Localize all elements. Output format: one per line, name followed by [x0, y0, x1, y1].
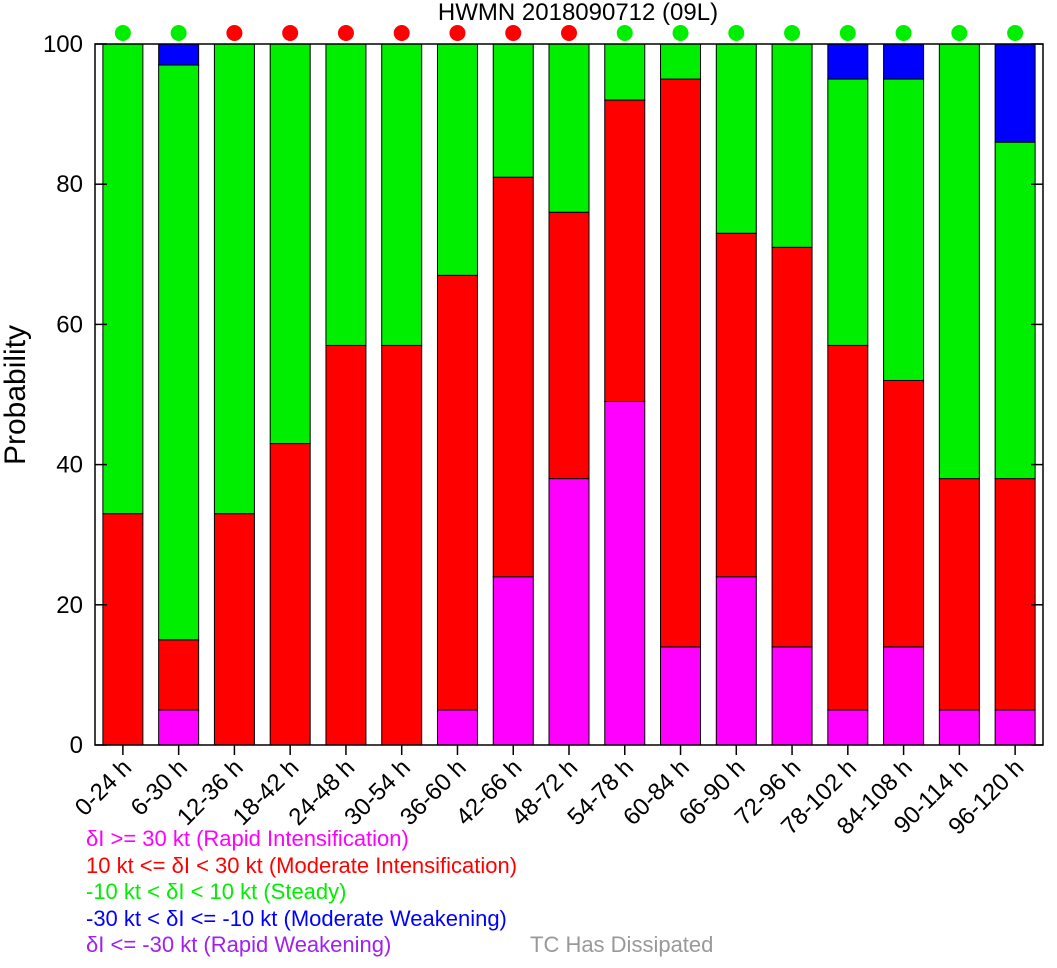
status-dot-6: [393, 25, 410, 41]
bar-segment-12-series-2: [715, 232, 757, 578]
bar-segment-17-series-1: [994, 709, 1036, 746]
bar-segment-17-series-2: [994, 478, 1036, 711]
legend: δI >= 30 kt (Rapid Intensification) 10 kt…: [86, 826, 517, 959]
bar-segment-11-series-2: [660, 78, 702, 648]
status-dot-16: [951, 25, 968, 41]
bar-segment-5-series-2: [325, 344, 367, 746]
y-tick-label-80: 80: [56, 171, 83, 198]
bar-segment-3-series-3: [213, 43, 255, 515]
bar-segment-6-series-3: [381, 43, 423, 346]
bar-segment-15-series-2: [883, 379, 925, 648]
chart-title: HWMN 2018090712 (09L): [438, 0, 718, 26]
x-tick-label-1: 0-24 h: [70, 754, 137, 821]
bar-segment-2-series-2: [158, 639, 200, 711]
bars-group: [102, 43, 1036, 746]
y-tick-label-40: 40: [56, 452, 83, 479]
y-tick-label-60: 60: [56, 311, 83, 338]
bar-segment-14-series-4: [827, 43, 869, 80]
bar-segment-1-series-3: [102, 43, 144, 515]
bar-segment-2-series-4: [158, 43, 200, 66]
bar-segment-16-series-1: [938, 709, 980, 746]
bar-segment-4-series-3: [269, 43, 311, 445]
bar-segment-13-series-3: [771, 43, 813, 248]
bar-segment-14-series-2: [827, 344, 869, 711]
bar-segment-10-series-2: [604, 99, 646, 403]
status-dot-4: [282, 25, 299, 41]
status-dot-1: [114, 25, 131, 41]
bar-segment-16-series-3: [938, 43, 980, 480]
bar-segment-14-series-3: [827, 78, 869, 346]
legend-item-2: 10 kt <= δI < 30 kt (Moderate Intensific…: [86, 852, 518, 878]
bar-segment-5-series-3: [325, 43, 367, 346]
bar-segment-15-series-4: [883, 43, 925, 80]
y-axis-label: Probability: [0, 325, 32, 465]
bar-segment-11-series-3: [660, 43, 702, 80]
bar-segment-7-series-3: [436, 43, 478, 276]
bar-segment-2-series-1: [158, 709, 200, 746]
legend-dissipated: TC Has Dissipated: [530, 932, 714, 957]
bar-segment-1-series-2: [102, 513, 144, 746]
status-dot-8: [505, 25, 522, 41]
bar-segment-17-series-4: [994, 43, 1036, 143]
status-dot-7: [449, 25, 466, 41]
bar-segment-12-series-3: [715, 43, 757, 234]
bar-segment-12-series-1: [715, 576, 757, 746]
status-dot-11: [672, 25, 689, 41]
y-tick-label-0: 0: [70, 732, 83, 759]
status-dot-17: [1007, 25, 1024, 41]
status-dots-group: [114, 25, 1024, 41]
bar-segment-13-series-2: [771, 246, 813, 648]
bar-segment-8-series-3: [492, 43, 534, 178]
y-tick-label-100: 100: [43, 31, 83, 58]
bar-segment-14-series-1: [827, 709, 869, 746]
status-dot-9: [561, 25, 577, 41]
bar-segment-9-series-1: [548, 478, 590, 746]
status-dot-10: [616, 25, 633, 41]
legend-item-5: δI <= -30 kt (Rapid Weakening): [86, 932, 392, 957]
bar-segment-6-series-2: [381, 344, 423, 746]
bar-segment-8-series-2: [492, 176, 534, 578]
bar-segment-13-series-1: [771, 646, 813, 746]
bar-segment-7-series-2: [436, 274, 478, 711]
bar-segment-9-series-2: [548, 211, 590, 480]
y-tick-label-20: 20: [56, 592, 83, 619]
bar-segment-8-series-1: [492, 576, 534, 746]
bar-segment-16-series-2: [938, 478, 980, 711]
status-dot-15: [895, 25, 912, 41]
status-dot-12: [728, 25, 745, 41]
bar-segment-10-series-3: [604, 43, 646, 101]
bar-segment-9-series-3: [548, 43, 590, 213]
bar-segment-4-series-2: [269, 443, 311, 746]
bar-segment-17-series-3: [994, 141, 1036, 480]
bar-segment-3-series-2: [213, 513, 255, 746]
bar-segment-10-series-1: [604, 401, 646, 746]
bar-segment-7-series-1: [436, 709, 478, 746]
legend-item-4: -30 kt < δI <= -10 kt (Moderate Weakenin…: [86, 905, 507, 931]
status-dot-3: [226, 25, 243, 41]
bar-segment-11-series-1: [660, 646, 702, 746]
status-dot-2: [170, 25, 187, 41]
status-dot-14: [839, 25, 856, 41]
bar-segment-15-series-3: [883, 78, 925, 381]
legend-item-3: -10 kt < δI < 10 kt (Steady): [86, 879, 347, 904]
status-dot-13: [784, 25, 801, 41]
status-dot-5: [337, 25, 354, 41]
bar-segment-2-series-3: [158, 64, 200, 641]
bar-segment-15-series-1: [883, 646, 925, 746]
legend-item-1: δI >= 30 kt (Rapid Intensification): [86, 826, 409, 851]
